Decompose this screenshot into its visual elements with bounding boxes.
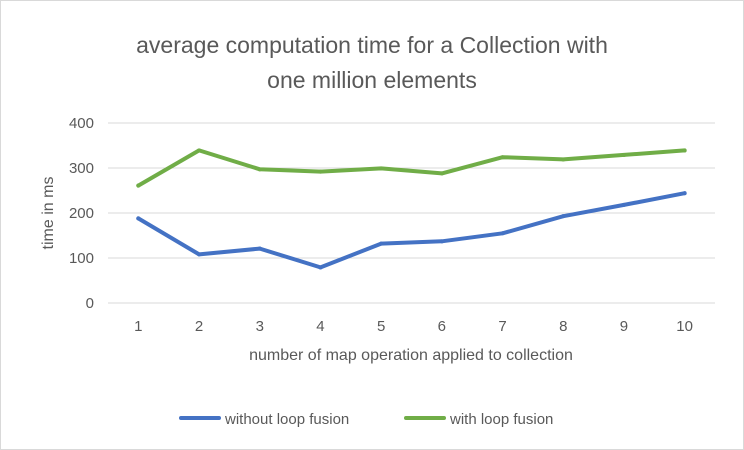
y-tick-label-0: 0 bbox=[86, 295, 94, 312]
y-tick-label-200: 200 bbox=[69, 205, 94, 222]
y-axis-title: time in ms bbox=[40, 177, 57, 250]
data-point-s2-3 bbox=[257, 167, 262, 172]
data-point-s1-4 bbox=[318, 265, 323, 270]
data-point-s1-2 bbox=[197, 252, 202, 257]
x-tick-label-5: 5 bbox=[377, 318, 385, 335]
data-point-s1-6 bbox=[439, 239, 444, 244]
x-tick-label-7: 7 bbox=[498, 318, 506, 335]
data-point-s1-5 bbox=[379, 241, 384, 246]
y-tick-label-300: 300 bbox=[69, 160, 94, 177]
chart-title-line-2: one million elements bbox=[267, 67, 477, 93]
data-point-s2-1 bbox=[136, 183, 141, 188]
legend-label-1: without loop fusion bbox=[224, 411, 349, 428]
series-line-2 bbox=[136, 148, 687, 188]
x-tick-label-4: 4 bbox=[316, 318, 324, 335]
data-point-s1-7 bbox=[500, 231, 505, 236]
data-point-s2-10 bbox=[682, 148, 687, 153]
y-axis-tick-labels: 0 100 200 300 400 bbox=[69, 115, 94, 312]
x-tick-label-1: 1 bbox=[134, 318, 142, 335]
x-axis-tick-labels: 1 2 3 4 5 6 7 8 9 10 bbox=[134, 318, 693, 335]
data-point-s1-8 bbox=[561, 214, 566, 219]
data-point-s2-5 bbox=[379, 166, 384, 171]
data-point-s2-7 bbox=[500, 155, 505, 160]
data-point-s2-8 bbox=[561, 157, 566, 162]
data-point-s2-9 bbox=[621, 152, 626, 157]
chart-title-line-1: average computation time for a Collectio… bbox=[136, 32, 608, 58]
legend-label-2: with loop fusion bbox=[449, 411, 553, 428]
x-tick-label-6: 6 bbox=[438, 318, 446, 335]
data-point-s2-4 bbox=[318, 169, 323, 174]
data-point-s1-3 bbox=[257, 246, 262, 251]
y-tick-label-100: 100 bbox=[69, 250, 94, 267]
x-tick-label-10: 10 bbox=[676, 318, 693, 335]
data-point-s2-6 bbox=[439, 171, 444, 176]
data-point-s2-2 bbox=[197, 148, 202, 153]
data-point-s1-9 bbox=[621, 202, 626, 207]
data-point-s1-10 bbox=[682, 191, 687, 196]
series-lines bbox=[136, 148, 687, 270]
chart-title: average computation time for a Collectio… bbox=[1, 28, 743, 98]
data-point-s1-1 bbox=[136, 216, 141, 221]
x-axis-title: number of map operation applied to colle… bbox=[249, 347, 573, 364]
x-tick-label-3: 3 bbox=[256, 318, 264, 335]
y-tick-label-400: 400 bbox=[69, 115, 94, 132]
x-tick-label-8: 8 bbox=[559, 318, 567, 335]
x-tick-label-2: 2 bbox=[195, 318, 203, 335]
series-line-1 bbox=[136, 191, 687, 270]
x-tick-label-9: 9 bbox=[620, 318, 628, 335]
legend: without loop fusion with loop fusion bbox=[179, 411, 553, 428]
gridlines bbox=[108, 122, 715, 304]
